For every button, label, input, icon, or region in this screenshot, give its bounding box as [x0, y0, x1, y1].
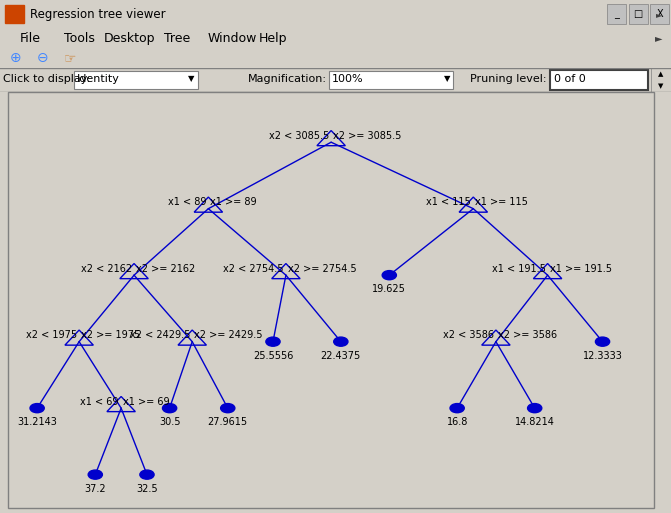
Text: x2 >= 2162: x2 >= 2162 — [136, 264, 195, 274]
Circle shape — [221, 404, 235, 413]
Bar — [607, 4, 626, 24]
Text: 37.2: 37.2 — [85, 484, 106, 494]
Text: ☞: ☞ — [64, 51, 76, 65]
Text: Tools: Tools — [64, 32, 95, 45]
Circle shape — [595, 337, 610, 346]
Text: ⊖: ⊖ — [37, 51, 48, 65]
Bar — [650, 4, 669, 24]
Text: Magnification:: Magnification: — [248, 74, 327, 84]
Text: x2 < 3586: x2 < 3586 — [443, 330, 494, 340]
Text: Help: Help — [258, 32, 287, 45]
Text: 100%: 100% — [332, 74, 364, 84]
Text: Regression tree viewer: Regression tree viewer — [30, 8, 166, 21]
Text: ▲: ▲ — [658, 71, 664, 77]
Circle shape — [450, 404, 464, 413]
Text: x2 < 2754.5: x2 < 2754.5 — [223, 264, 284, 274]
Circle shape — [382, 270, 397, 280]
Text: ►: ► — [656, 10, 663, 18]
Text: x1 < 115: x1 < 115 — [426, 198, 471, 207]
Text: 25.5556: 25.5556 — [253, 351, 293, 361]
Text: 0 of 0: 0 of 0 — [554, 74, 586, 84]
Text: x1 >= 69: x1 >= 69 — [123, 397, 170, 407]
Text: _: _ — [614, 9, 619, 19]
Text: 27.9615: 27.9615 — [208, 417, 248, 427]
Text: x1 >= 115: x1 >= 115 — [476, 198, 528, 207]
Bar — [629, 4, 648, 24]
Circle shape — [527, 404, 541, 413]
Circle shape — [30, 404, 44, 413]
Text: ▼: ▼ — [658, 83, 664, 89]
Text: x2 < 1975: x2 < 1975 — [26, 330, 77, 340]
FancyBboxPatch shape — [550, 70, 648, 90]
Text: Pruning level:: Pruning level: — [470, 74, 546, 84]
Text: x1 < 89: x1 < 89 — [168, 198, 206, 207]
Text: 22.4375: 22.4375 — [321, 351, 361, 361]
Text: x2 < 3085.5: x2 < 3085.5 — [269, 131, 329, 141]
Text: x2 >= 2754.5: x2 >= 2754.5 — [288, 264, 357, 274]
Text: Click to display:: Click to display: — [3, 74, 91, 84]
Bar — [5, 5, 24, 23]
Text: ▼: ▼ — [188, 74, 195, 83]
Text: x1 >= 191.5: x1 >= 191.5 — [550, 264, 612, 274]
Circle shape — [140, 470, 154, 479]
Text: Tree: Tree — [164, 32, 191, 45]
Text: 19.625: 19.625 — [372, 284, 406, 294]
Text: 12.3333: 12.3333 — [582, 351, 623, 361]
Text: x2 >= 3085.5: x2 >= 3085.5 — [333, 131, 402, 141]
Text: 32.5: 32.5 — [136, 484, 158, 494]
Circle shape — [266, 337, 280, 346]
Text: x2 >= 2429.5: x2 >= 2429.5 — [195, 330, 263, 340]
FancyBboxPatch shape — [329, 71, 453, 89]
Text: x2 >= 1975: x2 >= 1975 — [81, 330, 140, 340]
Text: ►: ► — [656, 33, 663, 44]
Text: x2 < 2162: x2 < 2162 — [81, 264, 132, 274]
Circle shape — [88, 470, 103, 479]
Text: Desktop: Desktop — [104, 32, 156, 45]
Text: □: □ — [633, 9, 643, 19]
Text: ⊕: ⊕ — [10, 51, 21, 65]
Text: x2 < 2429.5: x2 < 2429.5 — [130, 330, 190, 340]
FancyBboxPatch shape — [74, 71, 198, 89]
Text: 14.8214: 14.8214 — [515, 417, 555, 427]
Text: x1 >= 89: x1 >= 89 — [211, 198, 257, 207]
Circle shape — [162, 404, 176, 413]
Text: x1 < 191.5: x1 < 191.5 — [492, 264, 546, 274]
Text: X: X — [656, 9, 663, 19]
Text: x2 >= 3586: x2 >= 3586 — [498, 330, 557, 340]
Text: Identity: Identity — [77, 74, 120, 84]
Text: 31.2143: 31.2143 — [17, 417, 57, 427]
FancyBboxPatch shape — [651, 68, 671, 92]
Text: File: File — [20, 32, 41, 45]
Text: Window: Window — [208, 32, 258, 45]
Circle shape — [333, 337, 348, 346]
Text: ▼: ▼ — [444, 74, 451, 83]
Text: 16.8: 16.8 — [446, 417, 468, 427]
Text: x1 < 69: x1 < 69 — [81, 397, 119, 407]
Text: 30.5: 30.5 — [159, 417, 180, 427]
